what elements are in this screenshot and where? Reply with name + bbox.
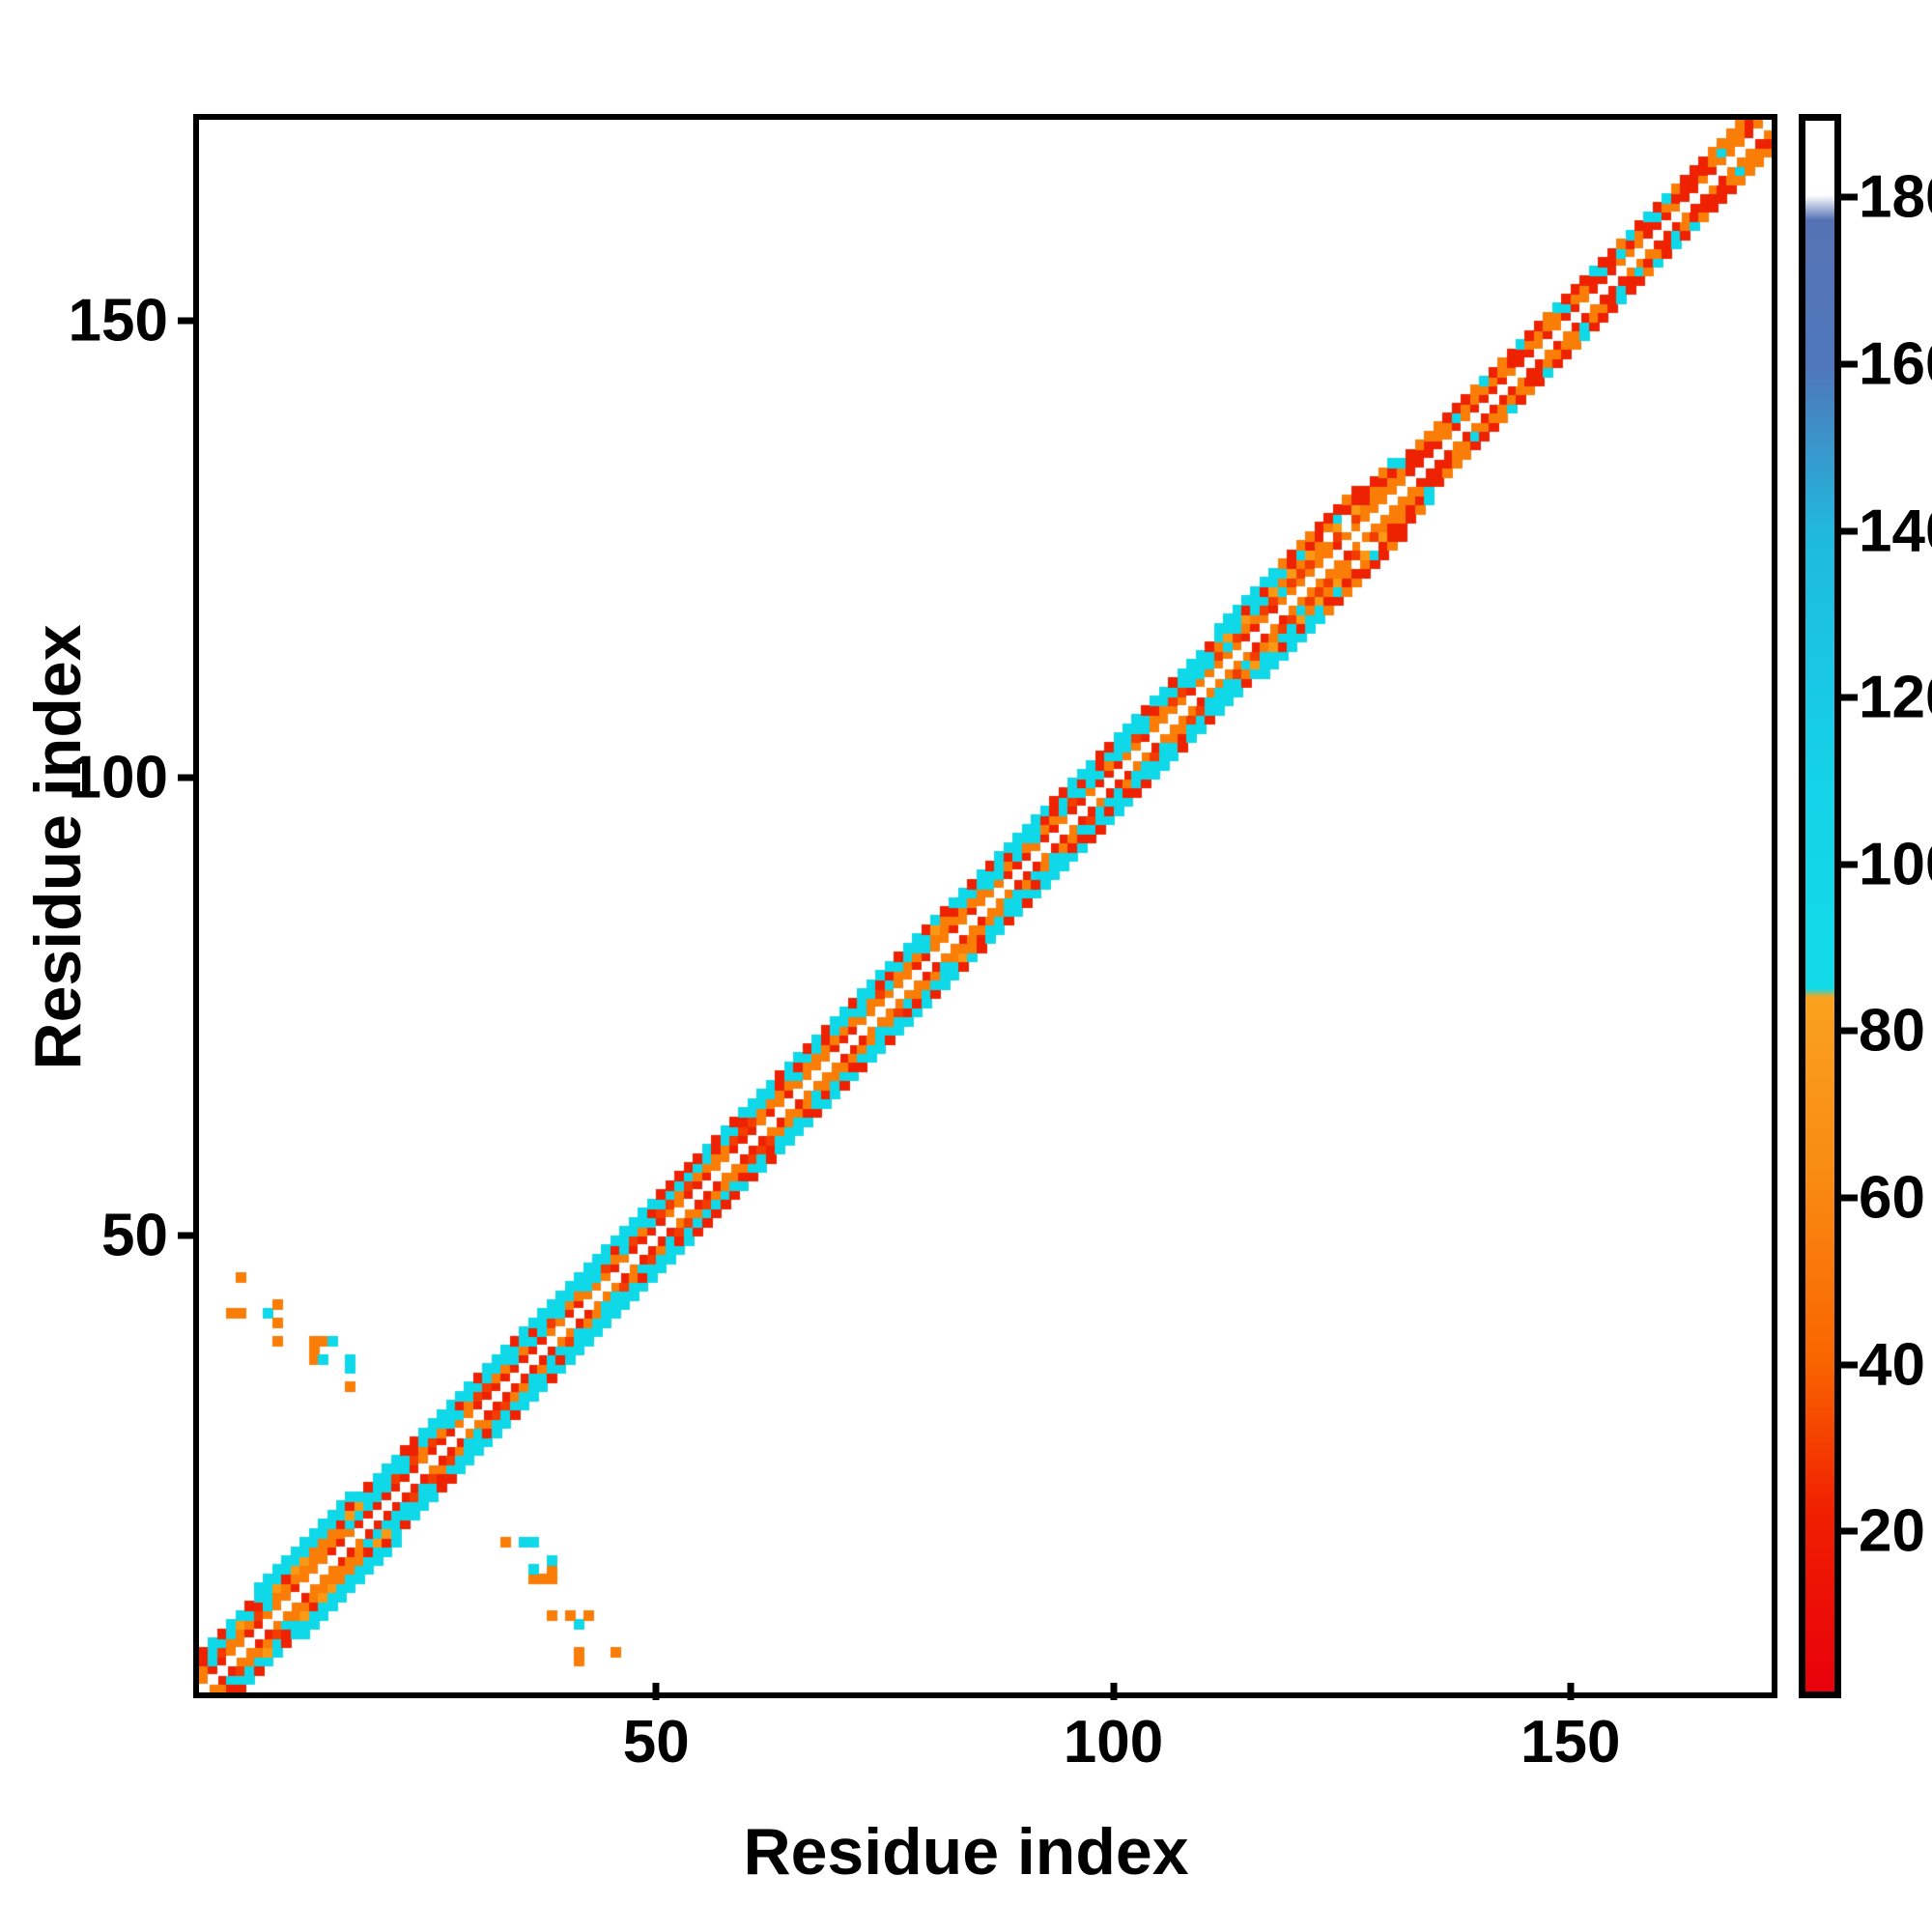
colorbar-tick-label: 120 — [1859, 664, 1932, 731]
y-tick-label: 150 — [68, 287, 168, 355]
colorbar-tick-label: 20 — [1859, 1497, 1925, 1565]
y-tick-label: 50 — [101, 1202, 168, 1269]
colorbar-tick-mark — [1841, 1361, 1858, 1369]
x-tick-label: 150 — [1520, 1709, 1621, 1776]
x-tick-mark — [1110, 1683, 1117, 1700]
colorbar-box — [1799, 114, 1841, 1698]
colorbar-tick-label: 140 — [1859, 497, 1932, 565]
colorbar-tick-mark — [1841, 360, 1858, 368]
colorbar-tick-label: 40 — [1859, 1331, 1925, 1399]
x-tick-mark — [652, 1683, 660, 1700]
colorbar: 20 40 60 80 100 120 140 160 180 — [1799, 114, 1932, 1698]
colorbar-tick-mark — [1841, 694, 1858, 701]
heatmap-plot-area — [193, 114, 1777, 1698]
contact-map-heatmap — [199, 120, 1772, 1692]
colorbar-tick-mark — [1841, 861, 1858, 868]
colorbar-tick-mark — [1841, 1027, 1858, 1035]
x-tick-mark — [1567, 1683, 1575, 1700]
colorbar-tick-mark — [1841, 527, 1858, 535]
y-tick-mark — [178, 317, 195, 325]
colorbar-tick-mark — [1841, 193, 1858, 201]
x-tick-label: 50 — [622, 1709, 690, 1776]
colorbar-tick-label: 180 — [1859, 163, 1932, 231]
x-axis-title: Residue index — [743, 1815, 1189, 1889]
y-axis-title: Residue index — [21, 624, 95, 1070]
colorbar-tick-label: 80 — [1859, 997, 1925, 1065]
y-tick-mark — [178, 774, 195, 781]
colorbar-gradient — [1805, 121, 1834, 1691]
colorbar-tick-label: 60 — [1859, 1164, 1925, 1232]
colorbar-tick-label: 100 — [1859, 831, 1932, 898]
y-tick-label: 100 — [68, 744, 168, 811]
colorbar-tick-label: 160 — [1859, 330, 1932, 398]
colorbar-tick-mark — [1841, 1527, 1858, 1535]
y-tick-mark — [178, 1232, 195, 1239]
colorbar-tick-mark — [1841, 1194, 1858, 1202]
x-tick-label: 100 — [1063, 1709, 1164, 1776]
